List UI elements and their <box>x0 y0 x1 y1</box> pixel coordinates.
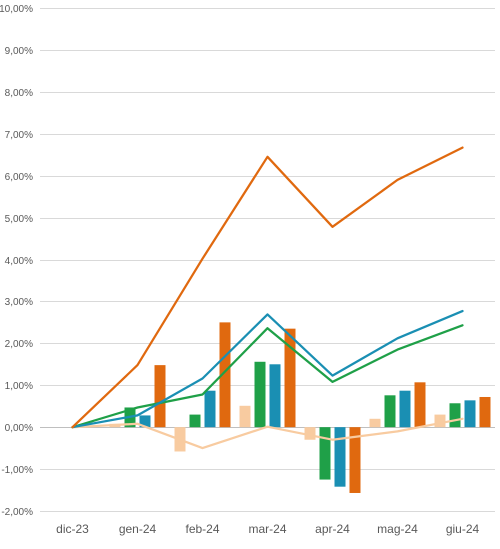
series-line <box>71 146 464 429</box>
y-tick-label: 10,00% <box>0 4 33 15</box>
bar <box>204 390 216 428</box>
x-tick-label: dic-23 <box>56 522 89 536</box>
y-tick-label: 3,00% <box>5 297 33 308</box>
y-tick-label: 9,00% <box>5 46 33 57</box>
bar <box>139 415 151 428</box>
bar <box>189 414 201 428</box>
bars <box>109 322 491 493</box>
bar <box>154 365 166 428</box>
y-tick-label: 2,00% <box>5 339 33 350</box>
y-tick-label: 1,00% <box>5 381 33 392</box>
x-tick-label: mag-24 <box>377 522 418 536</box>
bar <box>414 382 426 428</box>
gridlines <box>40 8 495 512</box>
bar <box>369 418 381 428</box>
x-tick-label: apr-24 <box>315 522 350 536</box>
y-tick-label: -1,00% <box>1 465 33 476</box>
y-tick-label: 5,00% <box>5 214 33 225</box>
bar <box>479 396 491 428</box>
y-tick-label: 4,00% <box>5 256 33 267</box>
x-axis: dic-23 gen-24 feb-24 mar-24 apr-24 mag-24 giu-… <box>56 522 479 536</box>
bar <box>254 361 266 428</box>
y-tick-label: -2,00% <box>1 507 33 518</box>
bar <box>349 427 361 493</box>
bar <box>239 405 251 428</box>
x-tick-label: giu-24 <box>446 522 480 536</box>
y-tick-label: 6,00% <box>5 172 33 183</box>
bar <box>269 364 281 428</box>
x-tick-label: gen-24 <box>119 522 157 536</box>
x-tick-label: mar-24 <box>248 522 286 536</box>
y-tick-label: 7,00% <box>5 130 33 141</box>
bar <box>434 414 446 428</box>
y-tick-label: 0,00% <box>5 423 33 434</box>
bar <box>219 322 231 428</box>
y-axis: -2,00% -1,00% 0,00% 1,00% 2,00% 3,00% 4,00% 5,0… <box>0 4 33 518</box>
bar <box>384 395 396 428</box>
bar <box>304 427 316 440</box>
series-line <box>71 309 464 429</box>
bar <box>399 390 411 428</box>
bar <box>284 328 296 428</box>
bar <box>464 400 476 428</box>
bar <box>449 403 461 428</box>
series-line <box>71 324 464 429</box>
y-tick-label: 8,00% <box>5 88 33 99</box>
bar <box>334 427 346 487</box>
bar <box>319 427 331 480</box>
lines <box>71 146 464 450</box>
series-line <box>71 417 464 450</box>
x-tick-label: feb-24 <box>185 522 219 536</box>
